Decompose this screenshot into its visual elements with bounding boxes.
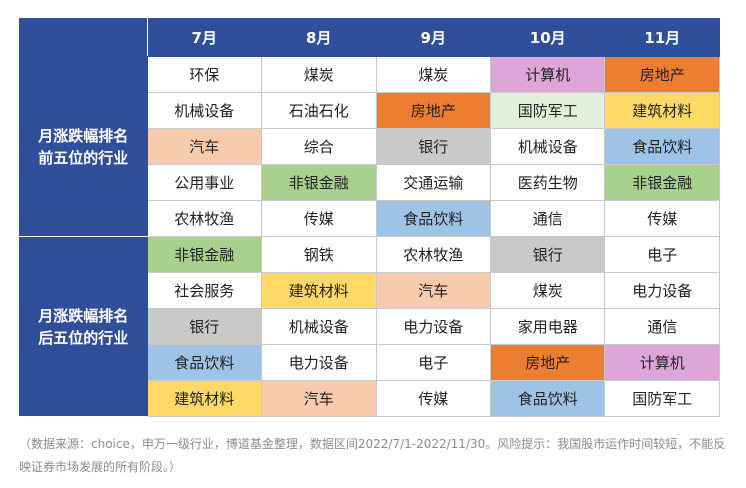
- industry-cell: 电子: [375, 344, 491, 381]
- month-header: 9月: [375, 18, 491, 57]
- industry-cell: 建筑材料: [604, 92, 720, 129]
- industry-cell: 机械设备: [261, 308, 377, 345]
- industry-cell: 国防军工: [489, 92, 606, 129]
- table-body: 月涨跌幅排名 前五位的行业 环保 煤炭 煤炭 计算机 房地产 机械设备 石油石化 房地产 国防军工建…: [19, 56, 720, 417]
- industry-cell: 机械设备: [146, 92, 263, 129]
- table-row: 汽车 综合 银行 机械设备 食品饮料: [20, 128, 720, 165]
- industry-cell: 电力设备: [375, 308, 491, 345]
- source-caption: （数据来源：choice，申万一级行业，博道基金整理，数据区间2022/7/1-…: [19, 437, 726, 474]
- industry-cell: 计算机: [604, 344, 720, 381]
- table-row: 食品饮料 电力设备 电子 房地产 计算机: [20, 344, 720, 381]
- industry-cell: 汽车: [261, 380, 377, 417]
- industry-cell: 农林牧渔: [375, 236, 491, 273]
- industry-cell: 国防军工: [604, 380, 720, 417]
- month-header: 7月: [146, 18, 263, 57]
- table-row: 月涨跌幅排名 后五位的行业 非银金融 钢铁 农林牧渔 银行 电子: [19, 236, 720, 417]
- industry-cell: 食品饮料: [146, 344, 263, 381]
- table-row: 农林牧渔 传媒 食品饮料 通信 传媒: [20, 200, 720, 237]
- month-header: 11月: [604, 18, 720, 57]
- industry-cell: 煤炭: [261, 56, 377, 93]
- industry-cell: 建筑材料: [261, 272, 377, 309]
- industry-cell: 石油石化: [261, 92, 377, 129]
- table-row: 月涨跌幅排名 前五位的行业 环保 煤炭 煤炭 计算机 房地产: [19, 56, 720, 237]
- group-label-line: 月涨跌幅排名: [38, 126, 129, 145]
- industry-cell: 计算机: [489, 56, 606, 93]
- industry-cell: 传媒: [604, 200, 720, 237]
- industry-cell: 交通运输: [375, 164, 491, 201]
- industry-cell: 传媒: [261, 200, 377, 237]
- industry-cell: 公用事业: [146, 164, 263, 201]
- industry-cell: 煤炭: [489, 272, 606, 309]
- industry-cell: 煤炭: [375, 56, 491, 93]
- industry-cell: 环保: [146, 56, 263, 93]
- corner-cell: [19, 18, 148, 57]
- industry-cell: 非银金融: [146, 236, 263, 273]
- industry-cell: 传媒: [375, 380, 491, 417]
- group-label-line: 月涨跌幅排名: [38, 306, 129, 325]
- industry-cell: 银行: [489, 236, 606, 273]
- industry-cell: 房地产: [604, 56, 720, 93]
- industry-cell: 食品饮料: [375, 200, 491, 237]
- industry-cell: 银行: [375, 128, 491, 165]
- industry-cell: 电力设备: [261, 344, 377, 381]
- industry-cell: 汽车: [146, 128, 263, 165]
- table-row: 机械设备 石油石化 房地产 国防军工 建筑材料: [20, 92, 720, 129]
- industry-cell: 银行: [146, 308, 263, 345]
- table-row: 建筑材料 汽车 传媒 食品饮料 国防军工: [20, 380, 720, 417]
- industry-cell: 房地产: [375, 92, 491, 129]
- industry-cell: 综合: [261, 128, 377, 165]
- industry-cell: 钢铁: [261, 236, 377, 273]
- group-label: 月涨跌幅排名 前五位的行业: [19, 56, 148, 237]
- industry-cell: 机械设备: [489, 128, 606, 165]
- table-row: 公用事业 非银金融 交通运输 医药生物 非银金融: [20, 164, 720, 201]
- table-row: 社会服务 建筑材料 汽车 煤炭 电力设备: [20, 272, 720, 309]
- industry-cell: 通信: [489, 200, 606, 237]
- table-row: 银行 机械设备 电力设备 家用电器 通信: [20, 308, 720, 345]
- month-header: 8月: [261, 18, 377, 57]
- industry-cell: 食品饮料: [489, 380, 606, 417]
- industry-cell: 家用电器: [489, 308, 606, 345]
- industry-cell: 汽车: [375, 272, 491, 309]
- industry-cell: 非银金融: [604, 164, 720, 201]
- month-header: 10月: [489, 18, 606, 57]
- industry-cell: 非银金融: [261, 164, 377, 201]
- industry-cell: 通信: [604, 308, 720, 345]
- industry-cell: 医药生物: [489, 164, 606, 201]
- group-label-line: 前五位的行业: [38, 148, 129, 167]
- industry-cell: 电子: [604, 236, 720, 273]
- industry-ranking-table: 7月 8月 9月 10月 11月 月涨跌幅排名 前五位的行业 环保 煤炭 煤炭 计算机 房地…: [19, 18, 720, 417]
- industry-cell: 食品饮料: [604, 128, 720, 165]
- group-label: 月涨跌幅排名 后五位的行业: [19, 236, 148, 417]
- industry-cell: 电力设备: [604, 272, 720, 309]
- industry-cell: 房地产: [489, 344, 606, 381]
- group-label-line: 后五位的行业: [38, 328, 129, 347]
- industry-cell: 建筑材料: [146, 380, 263, 417]
- industry-cell: 社会服务: [146, 272, 263, 309]
- industry-cell: 农林牧渔: [146, 200, 263, 237]
- header-row: 7月 8月 9月 10月 11月: [19, 18, 720, 57]
